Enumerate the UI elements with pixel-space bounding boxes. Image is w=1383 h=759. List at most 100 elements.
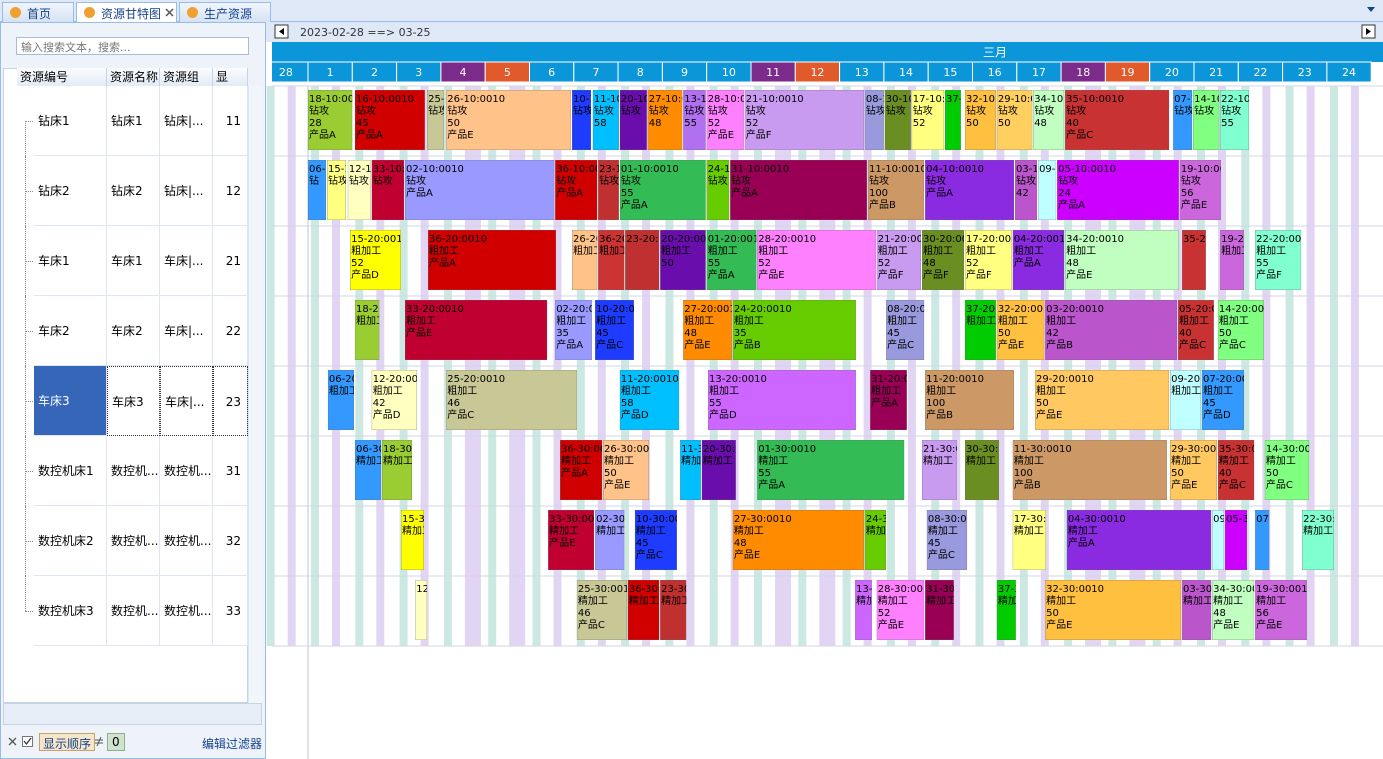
column-header[interactable]: 显 (213, 68, 248, 86)
resource-row[interactable]: 数控机床2 数控机... 数控机... 32 (4, 506, 248, 576)
task-bar[interactable]: 09-30:0010 (1212, 510, 1271, 570)
task-bar[interactable]: 23-20:0010 (625, 230, 684, 290)
column-header[interactable]: 资源组 (160, 68, 213, 86)
resource-row[interactable]: 车床2 车床2 车床|... 22 (4, 296, 248, 366)
task-bar[interactable]: 05-30:0010 (1225, 510, 1284, 570)
column-header[interactable]: 资源编号 (17, 68, 107, 86)
tab[interactable]: 首页 (2, 2, 74, 22)
filter-chip[interactable]: 显示顺序 (39, 733, 96, 751)
tab[interactable]: 资源甘特图 (76, 2, 177, 22)
resource-row[interactable]: 车床1 车床1 车床|... 21 (4, 226, 248, 296)
filter-value[interactable]: 0 (107, 733, 125, 751)
resource-row[interactable]: 钻床2 钻床2 钻床|... 12 (4, 156, 248, 226)
tab[interactable]: 生产资源 (179, 2, 271, 22)
search-box[interactable]: 输入搜索文本，搜索... (16, 37, 249, 55)
dropdown-icon[interactable] (1366, 6, 1376, 14)
clear-filter-icon[interactable] (8, 737, 17, 746)
scrollbar[interactable] (248, 86, 262, 703)
close-icon[interactable] (165, 8, 174, 17)
checkbox[interactable] (22, 736, 33, 747)
task-bar[interactable]: 37-10:0010 (945, 90, 1004, 150)
resource-row[interactable]: 数控机床3 数控机... 数控机... 33 (4, 576, 248, 646)
task-bar[interactable]: 12-30:0010 (415, 580, 474, 640)
task-bar[interactable]: 11-10:0010钻攻58 (592, 90, 652, 150)
